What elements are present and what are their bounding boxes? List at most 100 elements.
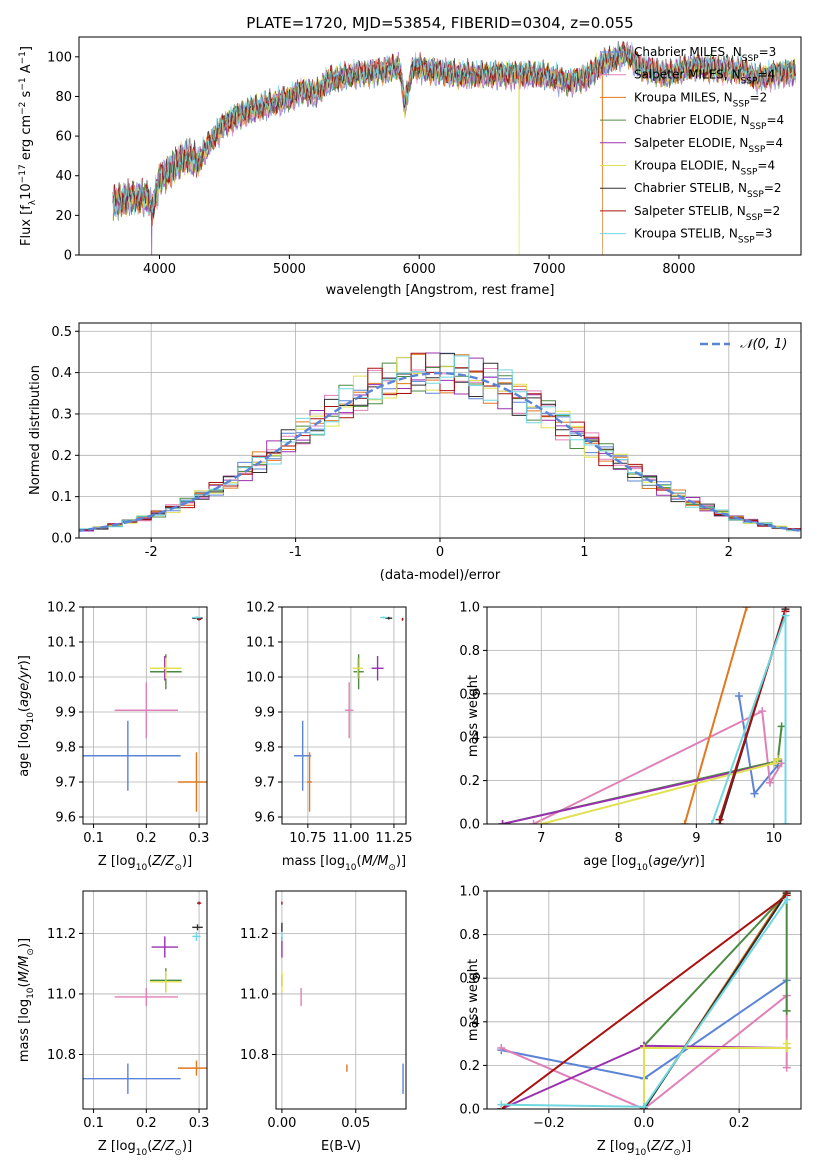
x-tick-label: 0.2 bbox=[729, 1116, 750, 1131]
y-tick-label: 100 bbox=[47, 50, 72, 65]
y-tick-label: 10.8 bbox=[240, 1048, 269, 1063]
errorbar-kroupa-miles bbox=[177, 752, 207, 812]
axes-border bbox=[486, 606, 802, 825]
errorbar-chabrier-miles bbox=[83, 1063, 181, 1094]
x-tick-label: 10.75 bbox=[289, 831, 326, 846]
spectrum-line-salpeter-stelib bbox=[112, 41, 797, 217]
series-marker bbox=[680, 820, 689, 824]
y-tick-label: 1.0 bbox=[459, 885, 480, 900]
errorbar-chabrier-miles bbox=[83, 720, 181, 791]
plot-area bbox=[497, 891, 791, 1109]
y-tick-label: 0.4 bbox=[459, 731, 480, 746]
y-tick-label: 60 bbox=[55, 130, 72, 145]
x-tick-label: 0.3 bbox=[189, 831, 210, 846]
y-tick-label: 10.0 bbox=[47, 671, 76, 686]
series-marker bbox=[782, 1006, 791, 1015]
x-tick-label: 0.05 bbox=[341, 1116, 370, 1131]
errorbar-kroupa-elodie bbox=[150, 971, 182, 993]
y-tick-label: 10.2 bbox=[47, 601, 76, 616]
series-line bbox=[710, 615, 787, 824]
errorbar-salpeter-elodie bbox=[371, 656, 384, 681]
series-marker bbox=[758, 707, 767, 716]
series-marker bbox=[707, 820, 716, 824]
y-tick-label: 11.2 bbox=[240, 927, 269, 942]
x-axis-label: mass [log10(M/M⊙)] bbox=[282, 854, 406, 873]
x-tick-label: -2 bbox=[145, 545, 158, 560]
panel-residuals: -2 -1 0 1 2 0.0 0.1 0.2 0.3 0.4 0.5 (data-model)/er… bbox=[28, 322, 802, 583]
y-tick-label: 9.7 bbox=[55, 776, 76, 791]
x-tick-label: 5000 bbox=[273, 262, 306, 277]
x-tick-label: 8000 bbox=[662, 262, 695, 277]
series-marker bbox=[497, 1100, 506, 1109]
y-tick-label: 10.0 bbox=[246, 671, 275, 686]
x-tick-label: −0.2 bbox=[533, 1116, 565, 1131]
x-tick-label: 2 bbox=[725, 545, 733, 560]
y-tick-label: 9.8 bbox=[55, 741, 76, 756]
y-tick-label: 0.6 bbox=[459, 972, 480, 987]
y-tick-label: 0 bbox=[64, 249, 72, 264]
series-salpeter-stelib bbox=[715, 607, 790, 824]
axes-border bbox=[275, 890, 407, 1110]
x-tick-label: 11.25 bbox=[375, 831, 412, 846]
x-tick-label: 8 bbox=[615, 831, 623, 846]
axis-frame: −0.2 0.0 0.2 0.0 0.2 0.4 0.6 0.8 1.0 Z [log10(Z/Z… bbox=[459, 885, 802, 1158]
x-tick-label: 0.2 bbox=[136, 831, 157, 846]
x-axis-label: age [log10(age/yr)] bbox=[583, 854, 705, 873]
panel-spectrum: 4000 5000 6000 7000 8000 0 20 40 60 80 100 waveleng… bbox=[18, 36, 802, 298]
y-tick-label: 0.1 bbox=[51, 490, 72, 505]
x-axis-label: E(B-V) bbox=[321, 1139, 361, 1154]
y-tick-label: 0.2 bbox=[459, 1059, 480, 1074]
plot-area bbox=[83, 616, 207, 812]
legend-entry: Kroupa STELIB, NSSP=3 bbox=[634, 227, 772, 246]
series-kroupa-elodie bbox=[537, 754, 782, 824]
x-tick-label: 11.00 bbox=[332, 831, 369, 846]
errorbar-salpeter-miles bbox=[114, 682, 178, 739]
plot-area bbox=[79, 352, 801, 533]
y-tick-label: 0.3 bbox=[51, 407, 72, 422]
reference-gaussian bbox=[79, 371, 801, 533]
x-tick-label: 0 bbox=[436, 545, 444, 560]
y-axis-label: mass weight bbox=[466, 675, 481, 757]
errorbar-kroupa-stelib bbox=[192, 616, 201, 619]
y-axis-label: Normed distribution bbox=[28, 365, 43, 495]
plot-area bbox=[294, 616, 404, 812]
series-line bbox=[533, 709, 783, 824]
legend-entry: Chabrier MILES, NSSP=3 bbox=[634, 45, 776, 64]
axis-frame: 0.1 0.2 0.3 9.6 9.7 9.8 9.9 10.0 10.1 10.2 Z [log1… bbox=[17, 601, 209, 874]
errorbar-kroupa-miles bbox=[177, 1060, 207, 1076]
y-tick-label: 0.0 bbox=[51, 532, 72, 547]
legend-entry: Salpeter STELIB, NSSP=2 bbox=[634, 204, 780, 223]
y-tick-label: 1.0 bbox=[459, 601, 480, 616]
y-axis-label: Flux [fλ10−17 erg cm−2 s−1 A−1] bbox=[18, 46, 38, 246]
x-tick-label: 7000 bbox=[533, 262, 566, 277]
series-marker bbox=[777, 722, 786, 731]
x-tick-label: 6000 bbox=[403, 262, 436, 277]
series-marker bbox=[781, 611, 790, 620]
errorbar-chabrier-elodie bbox=[353, 654, 364, 690]
chart-title: PLATE=1720, MJD=53854, FIBERID=0304, z=0… bbox=[246, 14, 633, 32]
x-tick-label: 0.0 bbox=[634, 1116, 655, 1131]
series-kroupa-miles bbox=[680, 607, 751, 824]
y-axis-label: age [log10(age/yr)] bbox=[17, 655, 36, 777]
plot-area bbox=[83, 901, 207, 1094]
y-tick-label: 9.9 bbox=[55, 706, 76, 721]
x-axis-label: Z [log10(Z/Z⊙)] bbox=[597, 1139, 691, 1158]
y-tick-label: 80 bbox=[55, 90, 72, 105]
x-axis-label: wavelength [Angstrom, rest frame] bbox=[326, 283, 555, 298]
y-tick-label: 10.8 bbox=[47, 1048, 76, 1063]
legend-entry: Kroupa ELODIE, NSSP=4 bbox=[634, 159, 775, 178]
y-tick-label: 0.2 bbox=[459, 774, 480, 789]
y-axis-label: mass weight bbox=[466, 959, 481, 1041]
y-tick-label: 10.1 bbox=[246, 636, 275, 651]
legend-entry: Salpeter MILES, NSSP=4 bbox=[634, 68, 775, 87]
y-tick-label: 0.4 bbox=[51, 366, 72, 381]
axis-frame: -2 -1 0 1 2 0.0 0.1 0.2 0.3 0.4 0.5 (data-model)/er… bbox=[28, 322, 802, 583]
series-marker bbox=[640, 1043, 648, 1052]
series-marker bbox=[498, 820, 507, 824]
errorbar-kroupa-stelib bbox=[380, 616, 388, 619]
errorbar-salpeter-miles bbox=[114, 987, 178, 1007]
series-marker bbox=[782, 1039, 791, 1048]
series-marker bbox=[734, 691, 743, 700]
y-tick-label: 9.7 bbox=[254, 776, 275, 791]
